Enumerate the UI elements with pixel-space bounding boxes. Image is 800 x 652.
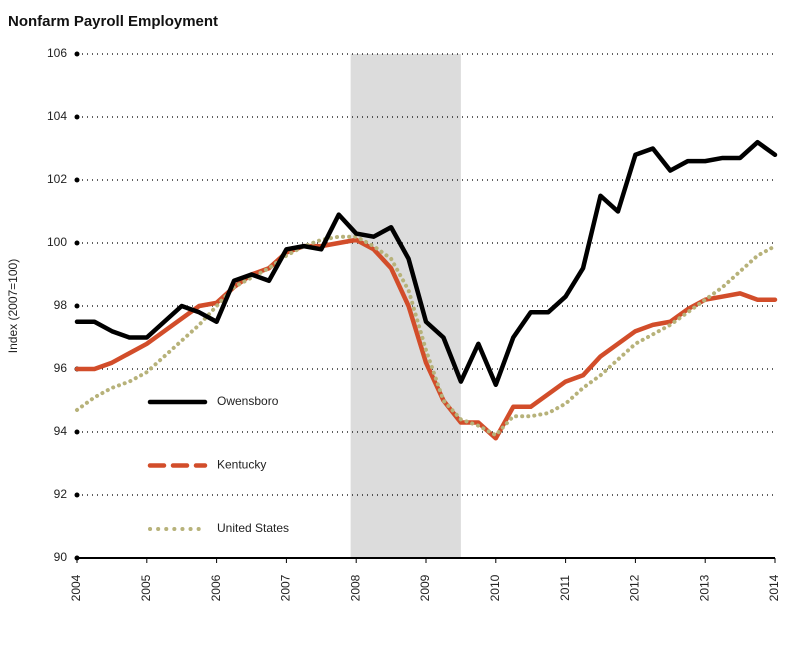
series-line: [75, 234, 777, 438]
x-tick-label: 2008: [348, 574, 362, 601]
y-tick-label: 90: [54, 550, 68, 564]
x-tick-label: 2006: [209, 574, 223, 601]
y-tick-label: 98: [54, 298, 68, 312]
x-tick-label: 2012: [628, 574, 642, 601]
legend-label: Owensboro: [217, 394, 279, 408]
x-tick-label: 2011: [558, 575, 572, 601]
x-tick-label: 2014: [767, 574, 781, 601]
grid-dot: [74, 240, 80, 246]
x-tick-label: 2013: [697, 574, 711, 601]
x-tick-label: 2005: [139, 574, 153, 601]
y-tick-label: 96: [54, 361, 68, 375]
y-tick-label: 102: [47, 172, 67, 186]
x-tick-label: 2007: [279, 574, 293, 601]
y-axis-label: Index (2007=100): [6, 259, 20, 353]
grid-dot: [74, 429, 80, 435]
y-tick-label: 92: [54, 487, 68, 501]
x-tick-label: 2010: [488, 574, 502, 601]
chart-title: Nonfarm Payroll Employment: [8, 13, 218, 30]
grid-dot: [74, 177, 80, 183]
x-tick-label: 2009: [418, 574, 432, 601]
legend-label: United States: [217, 521, 289, 535]
grid-dot: [74, 303, 80, 309]
y-tick-label: 100: [47, 235, 67, 249]
x-tick-label: 2004: [69, 574, 83, 601]
grid-dot: [74, 492, 80, 498]
y-tick-label: 106: [47, 46, 67, 60]
y-tick-label: 104: [47, 109, 67, 123]
grid-dot: [74, 114, 80, 120]
grid-dot: [74, 51, 80, 57]
y-tick-label: 94: [54, 424, 68, 438]
legend-label: Kentucky: [217, 458, 266, 472]
series-line: [74, 139, 778, 387]
